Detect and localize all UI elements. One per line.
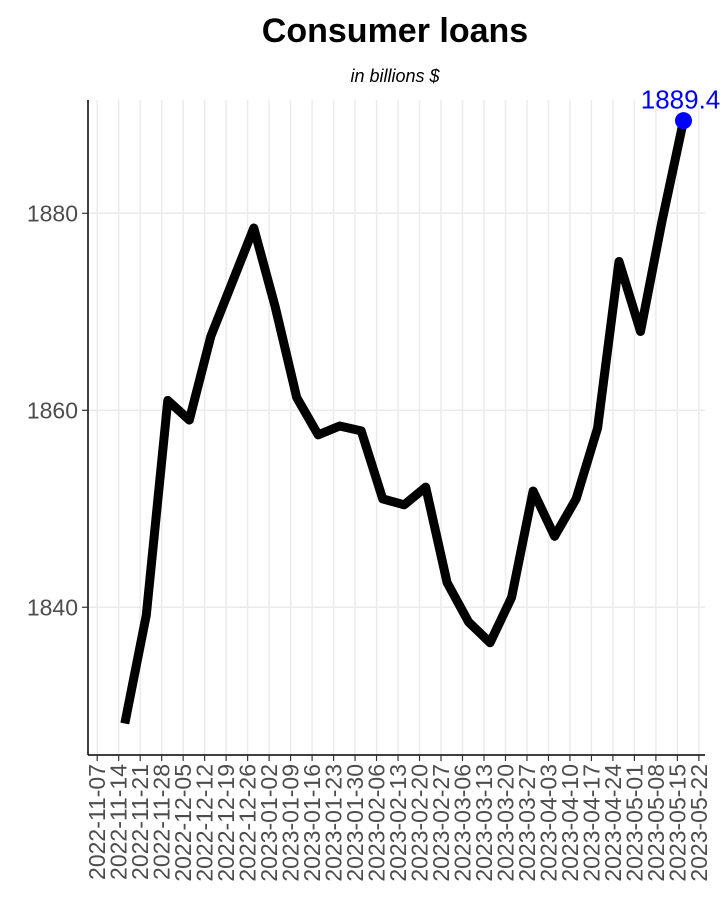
x-tick-label: 2023-03-20 — [492, 764, 518, 882]
y-axis-ticks: 1840 1860 1880 — [27, 200, 88, 620]
x-tick-label: 2022-11-07 — [84, 764, 110, 880]
last-point-marker — [675, 112, 693, 130]
x-tick-label: 2023-04-10 — [557, 764, 583, 882]
x-tick-label: 2023-04-03 — [535, 764, 561, 882]
axes — [87, 100, 705, 756]
x-axis-ticks: 2022-11-072022-11-142022-11-212022-11-28… — [84, 755, 712, 882]
x-tick-label: 2023-02-27 — [428, 764, 454, 882]
chart-subtitle: in billions $ — [350, 66, 440, 86]
vertical-gridlines — [96, 100, 700, 755]
x-tick-label: 2023-03-13 — [471, 764, 497, 882]
x-tick-label: 2022-12-19 — [213, 764, 239, 882]
x-tick-label: 2023-04-17 — [578, 764, 604, 882]
x-tick-label: 2023-01-23 — [321, 764, 347, 882]
x-tick-label: 2023-05-01 — [621, 764, 647, 882]
y-tick-label: 1880 — [27, 200, 78, 226]
x-tick-label: 2023-03-27 — [514, 764, 540, 882]
x-tick-label: 2023-02-06 — [364, 764, 390, 882]
x-tick-label: 2022-11-21 — [127, 764, 153, 880]
x-tick-label: 2023-05-15 — [664, 764, 690, 882]
x-tick-label: 2023-02-13 — [385, 764, 411, 882]
last-value-label: 1889.4 — [641, 85, 720, 115]
x-tick-label: 2023-01-30 — [342, 764, 368, 882]
x-tick-label: 2022-11-14 — [106, 764, 132, 880]
x-tick-label: 2023-03-06 — [449, 764, 475, 882]
series-line — [120, 119, 688, 725]
x-tick-label: 2023-05-22 — [686, 764, 712, 882]
x-tick-label: 2023-01-16 — [299, 764, 325, 882]
x-tick-label: 2023-01-02 — [256, 764, 282, 882]
y-tick-label: 1860 — [27, 397, 78, 423]
series-layer — [120, 112, 693, 725]
x-tick-label: 2023-04-24 — [600, 764, 626, 882]
x-tick-label: 2023-02-20 — [407, 764, 433, 882]
chart-title: Consumer loans — [262, 12, 528, 50]
y-tick-label: 1840 — [27, 594, 78, 620]
x-tick-label: 2022-12-12 — [192, 764, 218, 882]
x-tick-label: 2022-12-26 — [235, 764, 261, 882]
x-tick-label: 2023-05-08 — [643, 764, 669, 882]
x-tick-label: 2022-11-28 — [149, 764, 175, 880]
x-tick-label: 2022-12-05 — [170, 764, 196, 882]
x-tick-label: 2023-01-09 — [278, 764, 304, 882]
